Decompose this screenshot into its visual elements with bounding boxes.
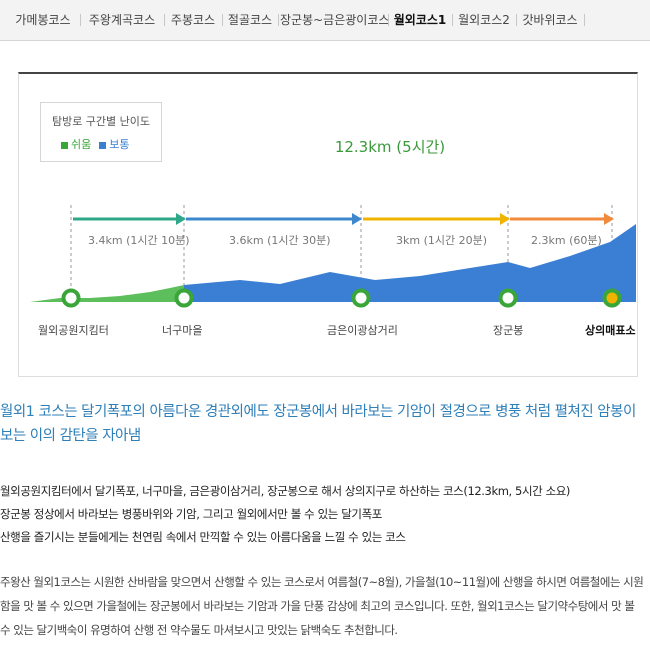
total-distance: 12.3km (5시간)	[334, 138, 446, 156]
tab-janggunbong-geumeun[interactable]: 장군봉~금은광이코스	[280, 13, 390, 27]
tab-jeolgol[interactable]: 절골코스	[227, 13, 273, 27]
tab-divider	[452, 14, 453, 26]
arrow-head-3	[500, 213, 510, 225]
summary-line: 월외공원지킴터에서 달기폭포, 너구마을, 금은광이삼거리, 장군봉으로 해서 …	[0, 484, 571, 498]
stop-marker-start	[61, 288, 81, 308]
summary-line: 장군봉 정상에서 바라보는 병풍바위와 기암, 그리고 월외에서만 볼 수 있는…	[0, 507, 382, 521]
legend-easy-label: 쉬움	[71, 138, 92, 151]
tab-divider	[278, 14, 279, 26]
segment-arrows	[73, 213, 614, 225]
tab-divider	[388, 14, 389, 26]
tab-divider	[584, 14, 585, 26]
tab-gatbawi[interactable]: 갓바위코스	[522, 13, 578, 27]
course-tab-bar: 가메봉코스 주왕계곡코스 주봉코스 절골코스 장군봉~금은광이코스 월외코스1 …	[0, 0, 650, 41]
difficulty-legend: 탐방로 구간별 난이도 쉬움 보통	[40, 102, 162, 162]
easy-swatch	[61, 141, 68, 149]
tab-wolwoe-2[interactable]: 월외코스2	[458, 13, 510, 27]
tab-divider	[164, 14, 165, 26]
stop-marker-end	[602, 288, 622, 308]
legend-items: 쉬움 보통	[61, 136, 130, 152]
stop-marker-neogu	[174, 288, 194, 308]
segment-label-3: 3km (1시간 20분)	[396, 234, 488, 247]
tab-divider	[516, 14, 517, 26]
stop-label-neogu: 너구마을	[162, 324, 203, 337]
segment-label-2: 3.6km (1시간 30분)	[229, 234, 331, 247]
terrain-easy	[30, 285, 184, 302]
tab-juwang-valley[interactable]: 주왕계곡코스	[88, 13, 156, 27]
course-description: 주왕산 월외1코스는 시원한 산바람을 맞으면서 산행할 수 있는 코스로서 여…	[0, 575, 644, 637]
legend-normal-label: 보통	[109, 138, 130, 151]
tab-divider	[222, 14, 223, 26]
segment-label-4: 2.3km (60분)	[531, 234, 602, 247]
stop-marker-geumeun	[351, 288, 371, 308]
normal-swatch	[99, 141, 107, 149]
arrow-head-1	[176, 213, 186, 225]
tab-gamebong[interactable]: 가메봉코스	[15, 13, 71, 27]
tab-jubong[interactable]: 주봉코스	[170, 13, 216, 27]
stop-label-start: 월외공원지킴터	[38, 324, 109, 337]
arrow-head-2	[352, 213, 362, 225]
stop-label-end: 상의매표소	[585, 324, 636, 337]
stop-markers	[61, 288, 622, 308]
arrow-head-4	[604, 213, 614, 225]
segment-label-1: 3.4km (1시간 10분)	[88, 234, 190, 247]
stop-marker-janggun	[498, 288, 518, 308]
stop-label-janggun: 장군봉	[493, 324, 524, 337]
summary-line: 산행을 즐기시는 분들에게는 천연림 속에서 만끽할 수 있는 아름다움을 느낄…	[0, 530, 406, 544]
stop-label-geumeun: 금은이광삼거리	[327, 324, 398, 337]
tab-divider	[80, 14, 81, 26]
tab-wolwoe-1[interactable]: 월외코스1	[393, 13, 447, 27]
course-summary: 월외공원지킴터에서 달기폭포, 너구마을, 금은광이삼거리, 장군봉으로 해서 …	[0, 480, 640, 549]
legend-title: 탐방로 구간별 난이도	[51, 115, 151, 128]
terrain-normal	[184, 224, 636, 302]
course-headline: 월외1 코스는 달기폭포의 아름다운 경관외에도 장군봉에서 바라보는 기암이 …	[0, 404, 636, 444]
